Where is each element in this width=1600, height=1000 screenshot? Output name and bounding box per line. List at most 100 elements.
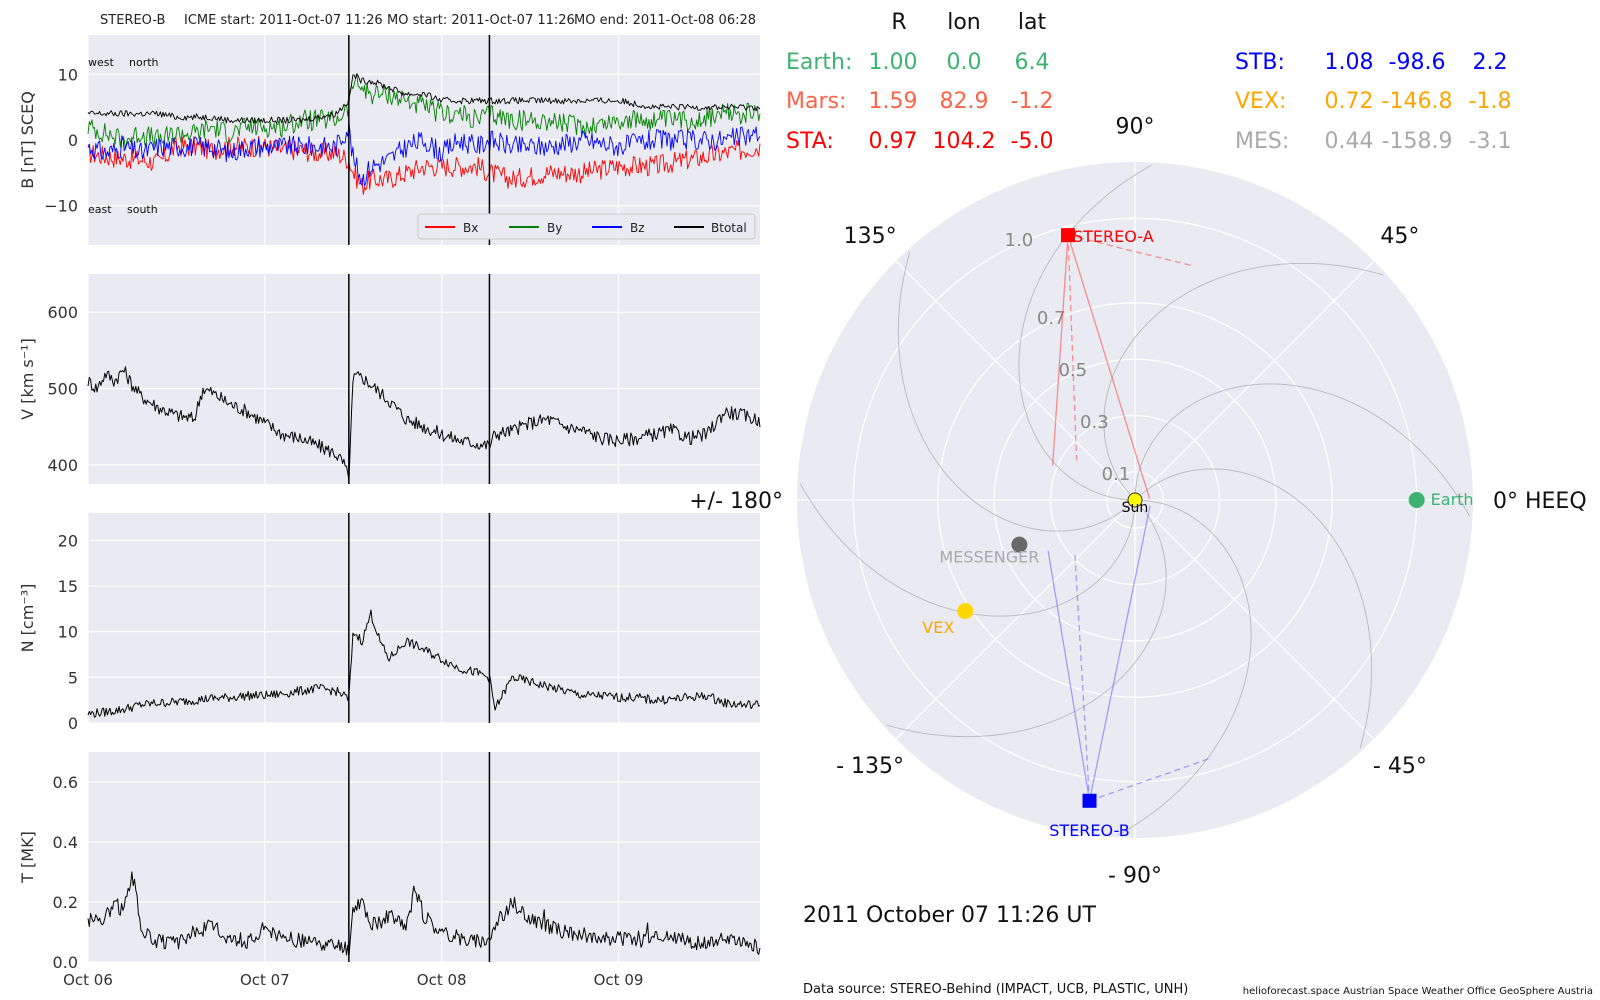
table-cell-lat: -1.2 [1011, 89, 1054, 114]
table-row-left-0: Earth: 1.00 0.0 6.4 [786, 50, 1050, 75]
polar-angle-label-3: - 45° [1373, 754, 1427, 779]
table-row-right-2: MES: 0.44 -158.9 -3.1 [1235, 129, 1511, 154]
panel-v-ylabel: V [km s⁻¹] [18, 338, 37, 420]
b-series-by [87, 72, 761, 150]
n-series-n [87, 609, 761, 718]
parker-spiral-5 [897, 251, 1132, 532]
table-row-left-2: STA: 0.97 104.2 -5.0 [786, 129, 1053, 154]
polar-angle-label-7: 135° [844, 224, 897, 249]
table-header-lon: lon [947, 10, 981, 35]
t-xtick-0: Oct 06 [63, 971, 113, 989]
table-row-right-0: STB: 1.08 -98.6 2.2 [1235, 50, 1508, 75]
table-cell-name: Earth: [786, 50, 852, 75]
footer: 2011 October 07 11:26 UT Data source: ST… [803, 903, 1593, 997]
earth-label: Earth [1431, 490, 1474, 509]
v-series-v [87, 366, 761, 482]
table-cell-r: 1.08 [1325, 50, 1374, 75]
t-series-t [87, 871, 761, 958]
t-xtick-3: Oct 09 [594, 971, 644, 989]
polar-radius-label-0: 0.1 [1102, 464, 1131, 485]
polar-angle-label-5: - 135° [836, 754, 904, 779]
b-series-btotal [87, 73, 761, 125]
v-ytick-1: 500 [47, 380, 78, 399]
table-cell-lat: -5.0 [1011, 129, 1054, 154]
b-series-bz [87, 121, 761, 187]
legend-by-label: By [547, 221, 562, 235]
stereo-a-fov-line-1 [1052, 235, 1069, 466]
polar-spoke-45 [1134, 260, 1375, 501]
panel-v-yticks: 600 500 400 [47, 303, 78, 475]
panel-n-yticks: 20 15 10 5 0 [58, 531, 78, 733]
table-header-lat: lat [1018, 10, 1047, 35]
messenger-marker [1011, 536, 1028, 553]
panel-b-annotations: west north east south [88, 56, 159, 216]
table-cell-lon: 104.2 [933, 129, 996, 154]
table-cell-lon: -98.6 [1389, 50, 1446, 75]
panel-density: 20 15 10 5 0 N [cm⁻³] [18, 513, 761, 733]
panel-b-legend: Bx By Bz Btotal [417, 213, 756, 240]
panel-b-shock-lines [348, 35, 491, 245]
panel-temperature: 0.6 0.4 0.2 0.0 Oct 06 Oct 07 Oct 08 Oct 09 T … [18, 752, 761, 989]
table-cell-name: STA: [786, 129, 834, 154]
panel-magnetic-field: 10 0 −10 B [nT] SCEQ west north east south… [18, 35, 761, 245]
legend-btotal-label: Btotal [711, 221, 747, 235]
b-ytick-2: −10 [44, 197, 78, 216]
polar-grid [797, 162, 1473, 838]
table-cell-r: 0.72 [1325, 89, 1374, 114]
n-ytick-4: 0 [68, 714, 78, 733]
polar-plot: 0.10.30.50.71.0 90°45°0° HEEQ- 45°- 90°-… [689, 114, 1586, 888]
footer-credits: helioforecast.space Austrian Space Weath… [1243, 986, 1593, 997]
polar-bodies: Sun Earth MESSENGER VEX STEREO-A STEREO-B [922, 227, 1473, 840]
annotation-east: east [88, 203, 112, 216]
panel-b-ylabel: B [nT] SCEQ [18, 91, 37, 189]
legend-bz-label: Bz [630, 221, 645, 235]
table-row-right-1: VEX: 0.72 -146.8 -1.8 [1235, 89, 1511, 114]
table-cell-lat: -3.1 [1469, 129, 1512, 154]
polar-angle-label-6: +/- 180° [689, 489, 783, 514]
b-ytick-1: 0 [68, 131, 78, 150]
table-cell-r: 0.97 [869, 129, 918, 154]
legend-bx-label: Bx [463, 221, 478, 235]
t-ytick-1: 0.4 [53, 833, 78, 852]
stereo-a-marker [1060, 228, 1075, 243]
t-ytick-3: 0.0 [53, 953, 78, 972]
parker-spiral-1 [1138, 468, 1373, 749]
table-cell-name: Mars: [786, 89, 846, 114]
header-spacecraft: STEREO-B [100, 13, 165, 28]
vex-marker [957, 603, 974, 620]
t-xtick-1: Oct 07 [240, 971, 290, 989]
table-cell-lon: 82.9 [940, 89, 989, 114]
stereo-a-fov-line-0 [1067, 234, 1151, 500]
messenger-label: MESSENGER [939, 548, 1039, 567]
panel-b-traces [87, 72, 761, 195]
n-ytick-2: 10 [58, 623, 78, 642]
panel-v-background [88, 274, 760, 484]
panel-v-shock-lines [348, 274, 491, 484]
polar-radius-label-4: 1.0 [1005, 230, 1034, 251]
table-cell-lon: 0.0 [947, 50, 982, 75]
earth-marker [1408, 492, 1425, 508]
panel-v-traces [87, 366, 761, 482]
panel-t-traces [87, 871, 761, 958]
panel-t-grid [87, 752, 760, 963]
table-cell-name: MES: [1235, 129, 1289, 154]
parker-spiral-2 [1134, 383, 1471, 517]
table-cell-lat: 2.2 [1473, 50, 1508, 75]
v-ytick-0: 600 [47, 303, 78, 322]
n-ytick-3: 5 [68, 668, 78, 687]
table-cell-r: 1.59 [869, 89, 918, 114]
panel-t-shock-lines [348, 752, 491, 962]
stereo-b-fov-line-1 [1047, 550, 1091, 801]
b-series-bx [87, 136, 761, 195]
sun-label: Sun [1122, 500, 1149, 516]
polar-spoke-135 [895, 260, 1136, 501]
v-ytick-2: 400 [47, 456, 78, 475]
stereo-b-label: STEREO-B [1049, 821, 1129, 840]
b-ytick-0: 10 [58, 65, 78, 84]
polar-radius-label-1: 0.3 [1080, 412, 1109, 433]
stereo-a-label: STEREO-A [1073, 227, 1154, 246]
panel-t-xticks: Oct 06 Oct 07 Oct 08 Oct 09 [63, 971, 643, 989]
n-ytick-0: 20 [58, 531, 78, 550]
polar-angle-label-4: - 90° [1108, 864, 1162, 889]
